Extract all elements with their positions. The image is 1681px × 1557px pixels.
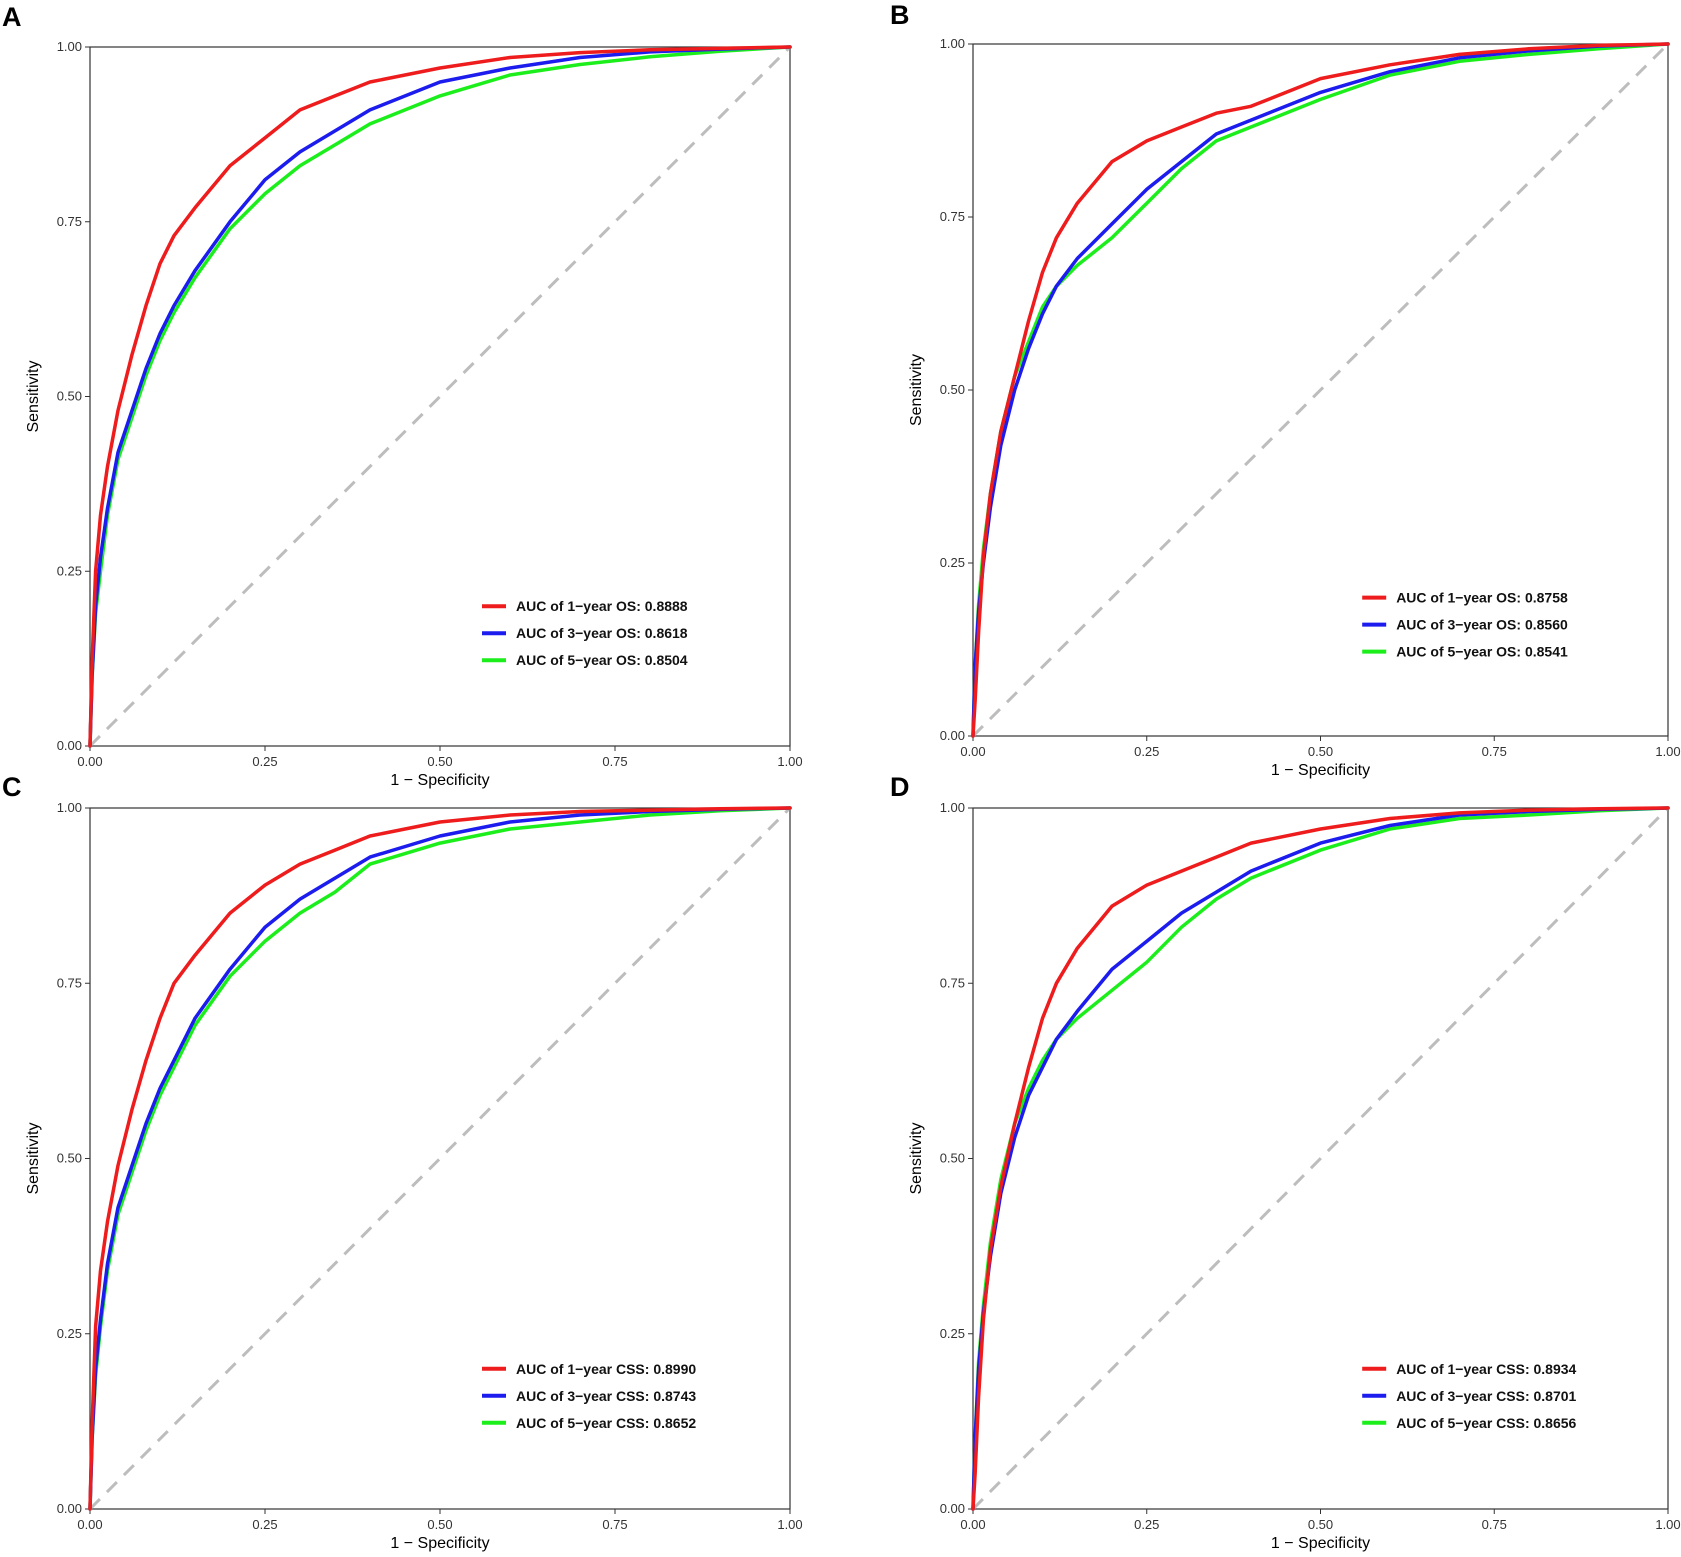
roc-curve-2 bbox=[88, 45, 792, 748]
legend-label: AUC of 3−year OS: 0.8560 bbox=[1396, 617, 1568, 633]
x-tick-label: 1.00 bbox=[1655, 1517, 1680, 1532]
x-tick-label: 0.00 bbox=[77, 754, 102, 769]
x-tick-label: 1.00 bbox=[1655, 744, 1680, 759]
legend-label: AUC of 1−year OS: 0.8758 bbox=[1396, 590, 1568, 606]
y-tick-label: 1.00 bbox=[57, 39, 82, 54]
y-tick-label: 0.25 bbox=[940, 1326, 965, 1341]
legend-label: AUC of 3−year CSS: 0.8701 bbox=[1396, 1388, 1576, 1404]
x-tick-label: 0.75 bbox=[602, 1517, 627, 1532]
y-tick-label: 0.50 bbox=[57, 1151, 82, 1166]
y-tick-label: 0.75 bbox=[940, 975, 965, 990]
legend-b: AUC of 1−year OS: 0.8758 AUC of 3−year OS… bbox=[1362, 590, 1568, 660]
y-tick-label: 0.50 bbox=[940, 382, 965, 397]
legend-label: AUC of 1−year OS: 0.8888 bbox=[516, 598, 688, 614]
roc-curve-1 bbox=[88, 806, 792, 1511]
x-tick-label: 0.00 bbox=[77, 1517, 102, 1532]
roc-curve-1 bbox=[971, 806, 1670, 1511]
legend-label: AUC of 1−year CSS: 0.8934 bbox=[1396, 1361, 1576, 1377]
reference-diagonal-line bbox=[971, 42, 1670, 738]
y-tick-label: 0.75 bbox=[57, 214, 82, 229]
x-axis-title: 1 − Specificity bbox=[390, 772, 489, 789]
y-tick-label: 0.00 bbox=[57, 738, 82, 753]
y-axis-title: Sensitivity bbox=[25, 360, 42, 432]
y-tick-label: 0.50 bbox=[57, 389, 82, 404]
y-tick-label: 1.00 bbox=[940, 36, 965, 51]
panel-d: D 0.00 0.25 0.50 0.75 1.00 0.00 0.25 0.50 0.75 1.0… bbox=[890, 772, 1681, 1552]
roc-curve-1 bbox=[88, 45, 792, 748]
y-tick-label: 0.00 bbox=[940, 728, 965, 743]
x-tick-label: 0.25 bbox=[1134, 1517, 1159, 1532]
roc-curve-2 bbox=[88, 806, 792, 1511]
panel-a: A 0.00 0.25 0.50 0.75 1.00 0.00 0.25 0.50 0.75 1.0… bbox=[2, 2, 803, 789]
reference-diagonal-line bbox=[88, 806, 792, 1511]
reference-diagonal-line bbox=[88, 45, 792, 748]
legend-label: AUC of 5−year CSS: 0.8656 bbox=[1396, 1415, 1576, 1431]
x-tick-label: 0.75 bbox=[1482, 1517, 1507, 1532]
y-tick-label: 0.25 bbox=[940, 555, 965, 570]
roc-curve-1 bbox=[971, 42, 1670, 738]
legend-label: AUC of 5−year OS: 0.8541 bbox=[1396, 644, 1568, 660]
x-tick-label: 0.50 bbox=[1308, 744, 1333, 759]
y-tick-label: 0.25 bbox=[57, 1326, 82, 1341]
legend-a: AUC of 1−year OS: 0.8888 AUC of 3−year OS… bbox=[482, 598, 688, 668]
panel-letter-d: D bbox=[890, 772, 910, 802]
reference-diagonal-line bbox=[971, 806, 1670, 1511]
legend-d: AUC of 1−year CSS: 0.8934 AUC of 3−year C… bbox=[1362, 1361, 1577, 1431]
x-tick-label: 1.00 bbox=[777, 754, 802, 769]
legend-label: AUC of 1−year CSS: 0.8990 bbox=[516, 1361, 696, 1377]
y-tick-label: 0.75 bbox=[57, 975, 82, 990]
panel-letter-a: A bbox=[2, 2, 22, 32]
x-tick-label: 0.50 bbox=[427, 754, 452, 769]
y-tick-label: 1.00 bbox=[57, 800, 82, 815]
x-tick-label: 0.50 bbox=[1308, 1517, 1333, 1532]
y-tick-label: 0.00 bbox=[940, 1501, 965, 1516]
panel-c: C 0.00 0.25 0.50 0.75 1.00 0.00 0.25 0.50 0.75 1.0… bbox=[2, 772, 803, 1552]
legend-c: AUC of 1−year CSS: 0.8990 AUC of 3−year C… bbox=[482, 1361, 696, 1431]
x-tick-label: 0.25 bbox=[1134, 744, 1159, 759]
panel-letter-c: C bbox=[2, 772, 22, 802]
x-tick-label: 0.50 bbox=[427, 1517, 452, 1532]
y-tick-label: 0.25 bbox=[57, 563, 82, 578]
x-axis-title: 1 − Specificity bbox=[1271, 1535, 1370, 1552]
y-tick-label: 0.50 bbox=[940, 1151, 965, 1166]
panel-letter-b: B bbox=[890, 0, 910, 30]
y-tick-label: 1.00 bbox=[940, 800, 965, 815]
x-tick-label: 0.25 bbox=[252, 754, 277, 769]
x-tick-label: 0.25 bbox=[252, 1517, 277, 1532]
x-tick-label: 0.00 bbox=[960, 744, 985, 759]
legend-label: AUC of 5−year OS: 0.8504 bbox=[516, 652, 688, 668]
y-axis-title: Sensitivity bbox=[25, 1122, 42, 1194]
y-axis-title: Sensitivity bbox=[908, 1122, 925, 1194]
y-tick-label: 0.75 bbox=[940, 209, 965, 224]
x-tick-label: 0.75 bbox=[1482, 744, 1507, 759]
panel-b: B 0.00 0.25 0.50 0.75 1.00 0.00 0.25 0.50 0.75 1.0… bbox=[890, 0, 1681, 779]
y-axis-title: Sensitivity bbox=[908, 354, 925, 426]
x-axis-title: 1 − Specificity bbox=[1271, 762, 1370, 779]
x-axis-title: 1 − Specificity bbox=[390, 1535, 489, 1552]
x-tick-label: 1.00 bbox=[777, 1517, 802, 1532]
legend-label: AUC of 3−year OS: 0.8618 bbox=[516, 625, 688, 641]
legend-label: AUC of 3−year CSS: 0.8743 bbox=[516, 1388, 696, 1404]
x-tick-label: 0.00 bbox=[960, 1517, 985, 1532]
legend-label: AUC of 5−year CSS: 0.8652 bbox=[516, 1415, 696, 1431]
x-tick-label: 0.75 bbox=[602, 754, 627, 769]
y-tick-label: 0.00 bbox=[57, 1501, 82, 1516]
